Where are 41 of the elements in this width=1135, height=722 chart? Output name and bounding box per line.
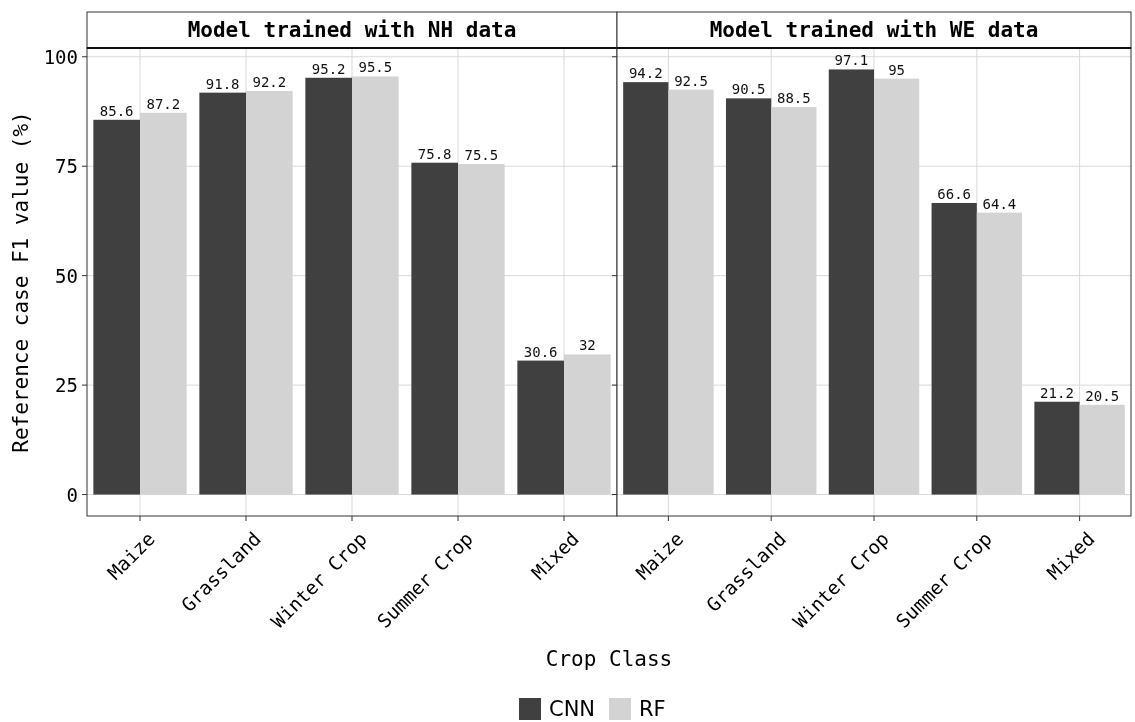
data-label: 64.4 [982,195,1017,212]
data-label: 75.5 [464,147,499,164]
y-axis-title: Reference case F1 value (%) [9,111,33,453]
bar [725,98,772,495]
data-label: 30.6 [523,343,558,360]
data-label: 97.1 [834,52,869,69]
x-axis-title: Crop Class [545,647,673,671]
bar [517,360,564,495]
data-label: 95.5 [358,59,393,76]
bar [93,119,140,495]
data-label: 95 [888,61,906,78]
data-label: 20.5 [1085,387,1120,404]
data-label: 92.5 [674,72,708,89]
data-label: 94.2 [628,65,663,82]
bar [828,69,874,495]
bar [1034,401,1080,495]
data-label: 85.6 [99,102,134,119]
bar [623,82,669,495]
data-label: 90.5 [731,81,766,98]
chart-title: Model trained with WE data [709,18,1039,42]
legend-label: CNN [549,697,596,721]
bar [931,202,977,495]
bar [199,92,246,495]
data-label: 32 [578,337,596,354]
data-label: 66.6 [937,185,972,202]
y-tick-label: 75 [55,155,78,178]
legend-label: RF [639,697,666,721]
bar [411,162,458,495]
data-label: 88.5 [776,90,811,107]
y-tick-label: 50 [55,264,78,287]
bar [305,77,352,495]
data-label: 92.2 [252,73,287,90]
y-tick-label: 0 [66,483,78,506]
data-label: 87.2 [146,95,181,112]
data-label: 91.8 [205,75,240,92]
data-label: 21.2 [1040,384,1074,401]
data-label: 75.8 [417,145,452,162]
y-tick-label: 100 [43,45,78,68]
chart-title: Model trained with NH data [187,18,517,42]
data-label: 95.2 [311,60,346,77]
y-tick-label: 25 [55,374,78,397]
